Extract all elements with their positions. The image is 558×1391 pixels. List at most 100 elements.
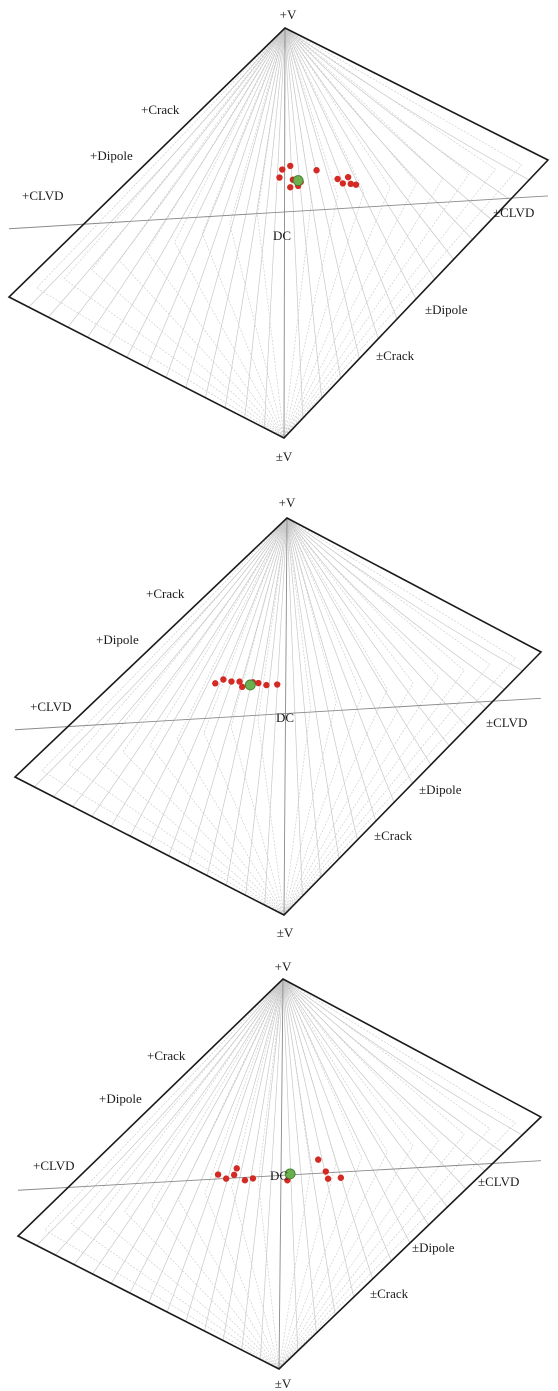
meridian-grid-line [284, 27, 511, 201]
event-point [337, 1174, 345, 1181]
meridian-grid-line [106, 27, 286, 348]
label-plus-v: +V [279, 495, 296, 510]
left-chevron-grid-line [146, 27, 286, 439]
grid-lines [8, 27, 549, 439]
meridian-grid-line [205, 27, 286, 398]
event-point [274, 681, 281, 688]
meridian-grid-line [284, 27, 360, 359]
meridian-grid-line [148, 978, 284, 1303]
left-chevron-grid-line [70, 978, 284, 1370]
vertical-axis [283, 517, 288, 916]
label-plus-clvd: +CLVD [33, 1158, 75, 1173]
meridian-grid-line [187, 517, 288, 866]
data-points [276, 162, 360, 191]
right-chevron-grid-line [283, 27, 523, 439]
right-chevron-grid-line [283, 27, 417, 439]
meridian-grid-line [260, 978, 284, 1360]
label-pm-clvd: ±CLVD [486, 715, 527, 730]
right-chevron-grid-line [278, 978, 311, 1370]
event-point [220, 676, 227, 683]
meridian-grid-line [286, 517, 523, 672]
meridian-grid-line [284, 27, 436, 280]
meridian-grid-line [282, 978, 523, 1136]
meridian-grid-line [244, 27, 286, 418]
right-chevron-grid-line [283, 517, 516, 916]
event-point [279, 166, 286, 173]
right-chevron-grid-line [283, 27, 312, 439]
left-chevron-grid-line [176, 517, 288, 916]
meridian-grid-line [55, 978, 284, 1256]
event-point [347, 180, 354, 188]
meridian-grid-line [284, 27, 304, 419]
left-chevron-grid-line [231, 978, 284, 1370]
right-chevron-grid-line [283, 27, 391, 439]
horizontal-axis [17, 1160, 542, 1191]
label-pm-crack: ±Crack [370, 1286, 409, 1301]
event-point [263, 681, 270, 689]
right-chevron-grid-line [283, 517, 439, 916]
right-chevron-grid-line [278, 978, 516, 1370]
meridian-grid-line [91, 517, 288, 817]
event-point [241, 1177, 249, 1184]
left-chevron-grid-line [149, 517, 288, 916]
event-point [287, 162, 294, 170]
meridian-grid-line [185, 978, 284, 1322]
left-chevron-grid-line [257, 978, 284, 1370]
horizontal-axis [14, 697, 542, 731]
meridian-grid-line [282, 978, 448, 1208]
label-pm-crack: ±Crack [376, 348, 415, 363]
meridian-grid-line [245, 517, 288, 896]
meridian-grid-line [72, 517, 288, 807]
meridian-grid-line [284, 27, 379, 339]
label-pm-v: ±V [277, 925, 294, 940]
label-dc: DC [270, 1168, 288, 1183]
label-pm-dipole: ±Dipole [425, 302, 468, 317]
event-point [339, 180, 347, 187]
right-chevron-grid-line [283, 27, 444, 439]
right-chevron-grid-line [283, 517, 465, 916]
meridian-grid-line [165, 27, 286, 378]
hudson-plot-2: +V +Crack +Dipole +CLVD DC ±CLVD ±Dipole… [13, 495, 543, 940]
meridian-grid-line [282, 978, 392, 1262]
meridian-grid-line [286, 517, 413, 784]
meridian-grid-line [53, 517, 288, 797]
label-pm-dipole: ±Dipole [412, 1240, 455, 1255]
hudson-plot-1: +V +Crack +Dipole +CLVD DC ±CLVD ±Dipole… [7, 7, 550, 464]
event-point [255, 679, 262, 687]
right-chevron-grid-line [283, 517, 491, 916]
meridian-grid-line [48, 27, 286, 318]
meridian-grid-line [166, 978, 284, 1313]
meridian-grid-line [284, 27, 492, 220]
vertical-axis [283, 27, 286, 439]
right-chevron-grid-line [278, 978, 491, 1370]
horizontal-axis [8, 195, 549, 230]
meridian-grid-line [284, 27, 341, 379]
label-dc: DC [276, 710, 294, 725]
right-chevron-grid-line [283, 27, 470, 439]
meridian-grid-line [28, 27, 286, 308]
event-point [230, 1171, 238, 1179]
left-chevron-grid-line [36, 27, 286, 439]
plot-frame [13, 517, 543, 916]
left-chevron-grid-line [257, 517, 288, 916]
meridian-grid-line [185, 27, 286, 388]
meridian-grid-line [129, 517, 288, 837]
left-chevron-grid-line [41, 517, 288, 916]
label-pm-clvd: ±CLVD [478, 1174, 519, 1189]
label-plus-v: +V [280, 7, 297, 22]
right-chevron-grid-line [283, 517, 337, 916]
meridian-grid-line [282, 978, 336, 1316]
event-point [222, 1175, 230, 1182]
event-point [313, 167, 320, 174]
event-point [236, 678, 243, 685]
event-point [344, 173, 352, 181]
event-point [315, 1156, 322, 1163]
left-chevron-grid-line [229, 27, 286, 439]
meridian-grid-line [286, 517, 432, 765]
meridian-grid-line [286, 517, 505, 690]
right-chevron-grid-line [278, 978, 439, 1370]
meridian-grid-line [226, 517, 288, 886]
event-point [352, 181, 360, 188]
meridian-grid-line [286, 517, 303, 897]
meridian-grid-line [67, 27, 286, 328]
